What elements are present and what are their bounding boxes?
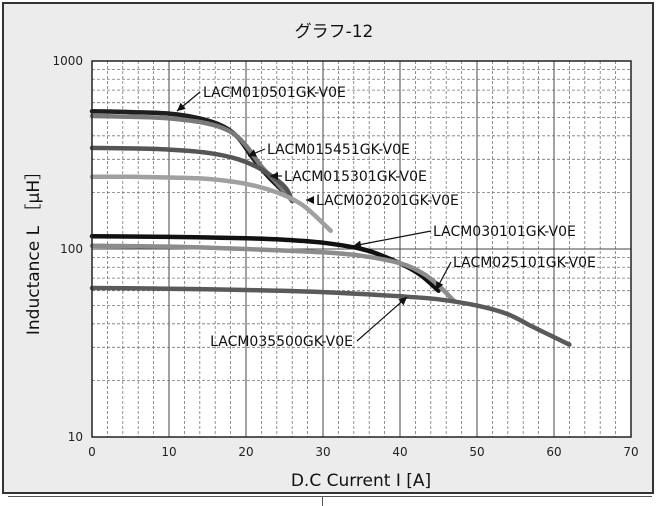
- series-line-7: [89, 285, 572, 347]
- series-annotations: LACM010501GK-V0E LACM015451GK-V0E LACM0153…: [176, 85, 596, 350]
- x-tick-label: 0: [88, 445, 96, 459]
- series-label: LACM035500GK-V0E: [210, 334, 353, 350]
- x-tick-label: 60: [546, 445, 561, 459]
- bottom-divider-tick: [322, 497, 323, 506]
- series-line-3: [89, 145, 295, 204]
- series-layer: [89, 109, 572, 347]
- bottom-divider: [8, 496, 652, 497]
- x-tick-label: 70: [623, 445, 638, 459]
- x-tick-labels: 0 10 20 30 40 50 60 70: [88, 445, 638, 459]
- y-axis-title: Inductance L ［μH］: [24, 163, 44, 335]
- series-label: LACM020201GK-V0E: [316, 193, 459, 209]
- x-tick-label: 50: [469, 445, 484, 459]
- y-tick-label: 1000: [52, 54, 83, 68]
- series-leader-line: [356, 296, 408, 342]
- series-leader-arrowhead: [353, 240, 362, 249]
- series-label: LACM030101GK-V0E: [433, 224, 576, 240]
- plot-border: [91, 60, 632, 438]
- x-axis-title: D.C Current I [A]: [291, 471, 431, 491]
- x-tick-label: 30: [315, 445, 330, 459]
- y-tick-label: 10: [68, 430, 83, 444]
- series-label: LACM015301GK-V0E: [284, 169, 427, 185]
- series-label: LACM010501GK-V0E: [203, 85, 346, 101]
- x-tick-label: 40: [392, 445, 407, 459]
- series-leader-arrowhead: [306, 196, 314, 204]
- series-label: LACM015451GK-V0E: [267, 142, 410, 158]
- x-tick-label: 10: [161, 445, 176, 459]
- series-leader-line: [352, 230, 432, 247]
- chart-title: グラフ-12: [295, 22, 374, 42]
- y-tick-labels: 10 100 1000: [52, 54, 83, 444]
- x-tick-label: 20: [238, 445, 253, 459]
- bottom-strip: [0, 496, 660, 506]
- series-leader-arrowhead: [398, 297, 407, 306]
- y-tick-label: 100: [60, 242, 83, 256]
- series-line-6: [89, 243, 457, 304]
- series-leader-arrowhead: [248, 149, 257, 157]
- series-line-4: [89, 174, 333, 234]
- series-leader-arrowhead: [436, 281, 444, 290]
- series-leader-arrowhead: [177, 102, 186, 111]
- series-label: LACM025101GK-V0E: [453, 255, 596, 271]
- series-leader-arrowhead: [270, 172, 278, 180]
